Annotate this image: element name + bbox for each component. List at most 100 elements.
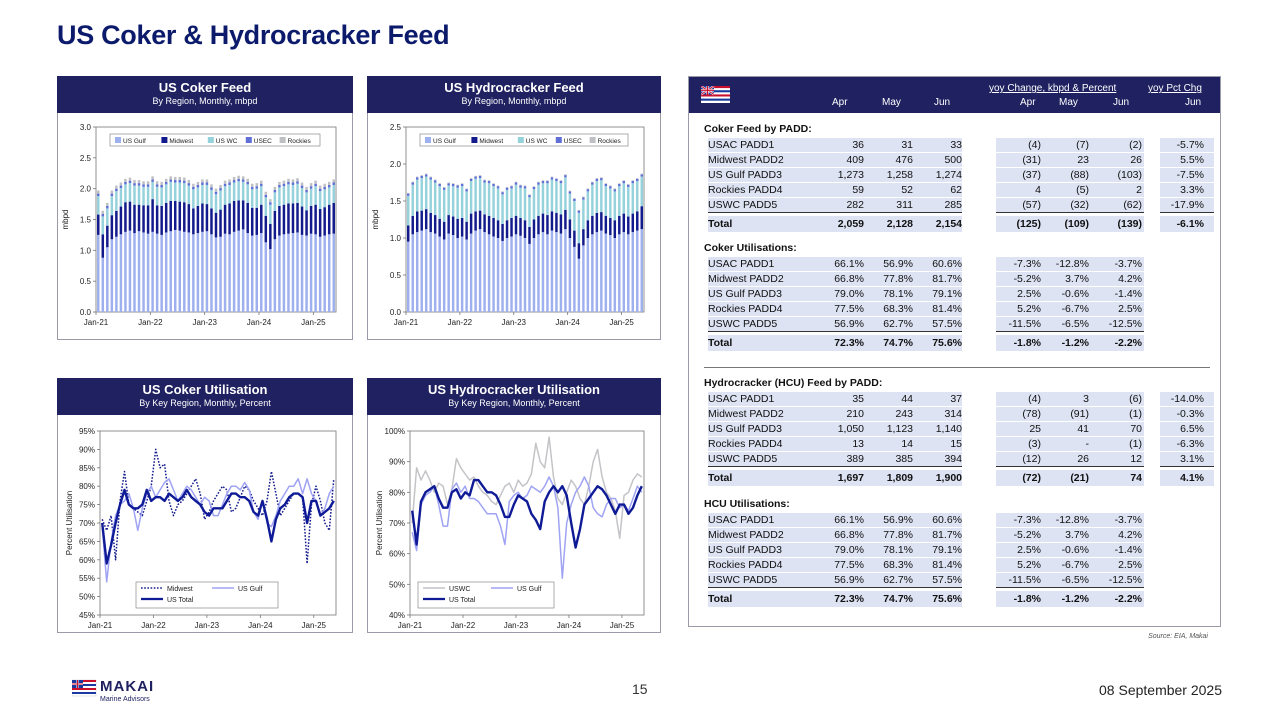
bar-segment [568, 238, 572, 312]
row-shade [996, 470, 1144, 486]
bar-segment [469, 178, 473, 179]
bar-segment [260, 204, 263, 234]
bar-segment [559, 181, 563, 184]
col-header-yoy-month: Jun [1113, 97, 1130, 108]
bar-segment [465, 221, 468, 240]
row-shade [996, 407, 1144, 421]
legend-label: Midwest [479, 138, 503, 145]
legend-label: US Total [449, 597, 476, 604]
bar-segment [169, 201, 172, 232]
bar-segment [519, 184, 522, 186]
bar-segment [505, 189, 509, 221]
cell-value: 2.5% [1017, 544, 1041, 556]
bar-segment [228, 234, 231, 312]
cell-value: 2.5% [1118, 559, 1142, 571]
coker-feed-chart: 0.0 0.5 1.0 1.5 2.0 2.5 3.0 Jan-21 Jan-22 Jan-23 J… [61, 123, 337, 327]
bar-segment [510, 185, 513, 187]
row-shade [996, 437, 1144, 451]
bar-segment [523, 186, 527, 189]
bar-segment [496, 238, 500, 312]
bar-segment [559, 233, 563, 312]
bar-segment [183, 231, 186, 312]
cell-value: (62) [1123, 199, 1142, 211]
bar-segment [318, 185, 322, 189]
x-tick-label: Jan-22 [448, 318, 473, 327]
bar-segment [420, 210, 423, 231]
cell-value: 36 [852, 139, 864, 151]
bar-segment [219, 236, 222, 312]
row-shade [708, 216, 962, 232]
bar-segment [456, 218, 459, 238]
bar-segment [124, 178, 127, 182]
table-row: US Gulf PADD3 79.0% 78.1% 79.1% 2.5% -0.6% -1.… [704, 287, 1216, 302]
bar-segment [169, 176, 172, 180]
bar-segment [137, 183, 141, 186]
bar-segment [483, 180, 486, 183]
bar-segment [318, 209, 322, 237]
bar-segment [332, 184, 335, 203]
bar-segment [519, 185, 522, 188]
bar-segment [246, 181, 249, 185]
bar-segment [438, 236, 441, 312]
row-shade [708, 183, 962, 197]
cell-value: 78.1% [883, 288, 913, 300]
panel-title: US Hydrocracker Utilisation [428, 382, 600, 397]
bar-segment [246, 178, 249, 182]
panel-title: US Hydrocracker Feed [444, 80, 584, 95]
bar-segment [407, 193, 410, 196]
row-label: USAC PADD1 [708, 514, 775, 526]
bar-segment [487, 215, 491, 235]
cell-value: 66.1% [834, 514, 864, 526]
row-shade [708, 287, 962, 301]
cell-value: -14.0% [1170, 393, 1204, 405]
bar-segment [469, 181, 473, 214]
row-shade [708, 528, 962, 542]
subtotal-rule [708, 587, 962, 588]
cell-value: 79.1% [932, 544, 962, 556]
col-header-month: Jun [934, 97, 951, 108]
y-tick-label: 50% [79, 593, 95, 602]
section-title: Coker Utilisations: [704, 242, 797, 254]
cell-value: -2.2% [1114, 593, 1142, 605]
y-tick-label: 95% [79, 427, 95, 436]
y-tick-label: 75% [79, 501, 95, 510]
cell-value: 385 [895, 453, 913, 465]
bar-segment [474, 230, 477, 312]
bar-segment [228, 182, 231, 185]
cell-value: -17.9% [1170, 199, 1204, 211]
bar-segment [146, 233, 150, 312]
cell-value: 62.7% [883, 574, 913, 586]
bar-segment [169, 231, 172, 312]
bar-segment [260, 183, 263, 187]
bar-segment [133, 180, 136, 184]
hcu-feed-chart: 0.0 0.5 1.0 1.5 2.0 2.5 Jan-21 Jan-22 Jan-23 Jan-… [371, 123, 645, 327]
bar-segment [568, 193, 572, 220]
bar-segment [264, 197, 268, 216]
row-shade [708, 257, 962, 271]
bar-segment [514, 181, 518, 183]
row-label: USAC PADD1 [708, 393, 775, 405]
bar-segment [586, 238, 590, 312]
legend-label: US Total [167, 597, 194, 604]
bar-segment [214, 191, 218, 195]
bar-segment [523, 185, 527, 187]
bar-segment [519, 187, 522, 219]
x-tick-label: Jan-21 [88, 621, 113, 630]
bar-segment [327, 187, 331, 205]
bar-segment [210, 208, 213, 235]
bar-segment [223, 180, 227, 184]
bar-segment [237, 200, 240, 231]
series-line [101, 478, 335, 583]
bar-segment [640, 174, 643, 177]
cell-value: (32) [1070, 199, 1089, 211]
cell-value: 68.3% [883, 559, 913, 571]
bar-segment [519, 235, 522, 312]
bar-segment [492, 186, 495, 219]
bar-segment [246, 184, 249, 203]
cell-value: 74.7% [883, 593, 913, 605]
cell-value: 2 [1136, 184, 1142, 196]
x-tick-label: Jan-23 [502, 318, 527, 327]
bar-segment [447, 182, 450, 184]
bar-segment [196, 184, 200, 188]
bar-segment [613, 189, 617, 192]
